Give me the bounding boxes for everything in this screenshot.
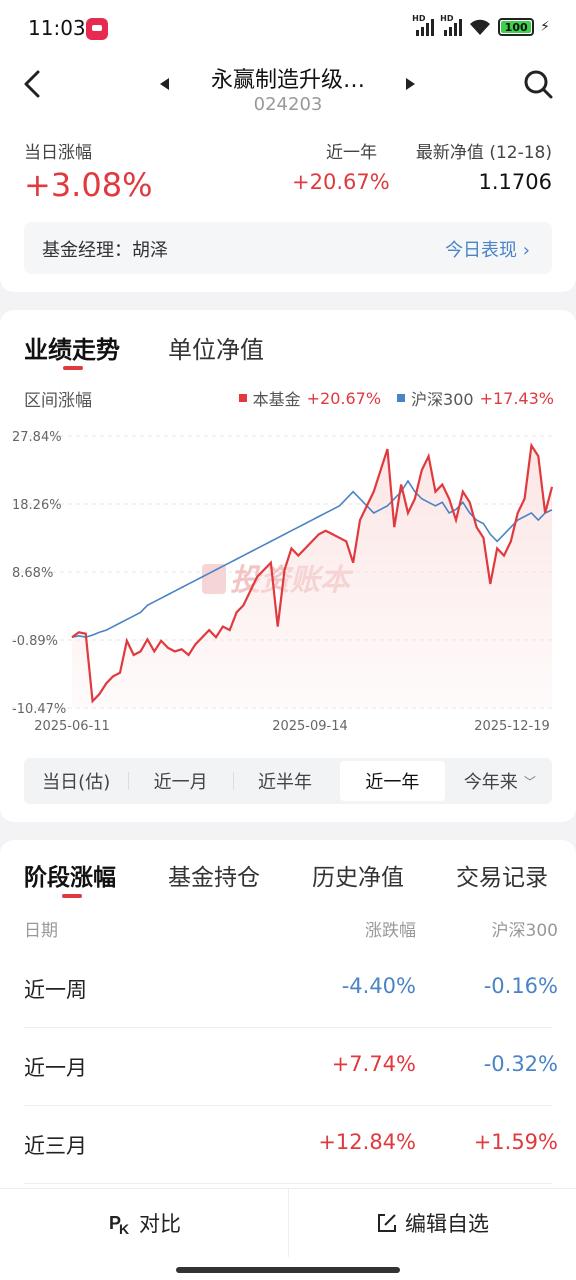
today-performance-link[interactable]: 今日表现 › xyxy=(445,236,530,262)
signal-icon-1: HD xyxy=(412,14,435,36)
search-button[interactable] xyxy=(522,68,554,100)
battery-level: 100 xyxy=(504,20,528,34)
stage-tab-indicator xyxy=(62,894,82,898)
stage-returns-card: 阶段涨幅 基金持仓 历史净值 交易记录 日期 涨跌幅 沪深300 近一周 -4.4… xyxy=(0,840,576,1190)
y-tick-label: 8.68% xyxy=(12,566,53,581)
row-change: +12.84% xyxy=(318,1130,416,1154)
status-time: 11:03 xyxy=(28,16,86,40)
legend-fund-name: 本基金 xyxy=(252,390,301,409)
app-notification-icon xyxy=(86,18,108,40)
manager-label: 基金经理：胡泽 xyxy=(42,240,168,261)
year-return-value: +20.67% xyxy=(292,170,390,194)
legend-index-value: +17.43% xyxy=(479,388,554,408)
hd-label: HD xyxy=(440,14,454,23)
table-row[interactable]: 近一月 +7.74% -0.32% xyxy=(24,1028,558,1106)
watermark-logo-icon xyxy=(202,564,226,594)
bottom-divider xyxy=(288,1189,289,1257)
tab-unit-nav[interactable]: 单位净值 xyxy=(168,336,264,364)
tab-performance[interactable]: 业绩走势 xyxy=(24,336,120,364)
signal-icon-2: HD xyxy=(440,14,463,36)
back-button[interactable] xyxy=(18,66,50,102)
edit-watchlist-button[interactable]: 编辑自选 xyxy=(288,1189,576,1257)
y-tick-label: -10.47% xyxy=(12,702,66,717)
legend-fund-marker xyxy=(238,394,247,402)
wifi-icon xyxy=(468,18,492,36)
status-bar: 11:03 HD HD 100 ⚡ xyxy=(0,0,576,56)
row-index: -0.16% xyxy=(483,974,558,998)
status-icons: HD HD 100 ⚡ xyxy=(412,14,550,36)
period-option[interactable]: 近一年 xyxy=(340,761,445,801)
day-change-label: 当日涨幅 xyxy=(24,143,92,163)
performance-chart[interactable]: 27.84%18.26%8.68%-0.89%-10.47%投资账本2025-0… xyxy=(0,420,576,740)
row-period: 近三月 xyxy=(24,1134,87,1158)
chart-card: 业绩走势 单位净值 区间涨幅 本基金 +20.67% 沪深300 +17.43%… xyxy=(0,310,576,822)
chart-legend: 本基金 +20.67% 沪深300 +17.43% xyxy=(238,386,554,410)
nav-label: 最新净值 (12-18) xyxy=(415,143,552,163)
row-index: -0.32% xyxy=(483,1052,558,1076)
table-row[interactable]: 近一周 -4.40% -0.16% xyxy=(24,950,558,1028)
svg-text:P: P xyxy=(109,1213,121,1233)
chevron-down-icon: ﹀ xyxy=(523,774,536,789)
x-tick-label: 2025-12-19 xyxy=(474,719,550,734)
range-label: 区间涨幅 xyxy=(24,391,92,411)
fund-code: 024203 xyxy=(253,94,323,115)
period-selector: 当日(估) 近一月 近半年 近一年 今年来 ﹀ xyxy=(24,758,552,804)
y-tick-label: -0.89% xyxy=(12,634,58,649)
index-series-line xyxy=(71,479,553,639)
row-index: +1.59% xyxy=(473,1130,558,1154)
back-arrow-icon xyxy=(24,70,40,98)
compare-button[interactable]: P K 对比 xyxy=(0,1189,288,1257)
col-index: 沪深300 xyxy=(491,921,558,941)
y-tick-label: 18.26% xyxy=(12,498,62,513)
hd-label: HD xyxy=(412,14,426,23)
fund-summary: 当日涨幅 +3.08% 近一年 +20.67% 最新净值 (12-18) 1.1… xyxy=(0,130,576,292)
period-option[interactable]: 今年来 ﹀ xyxy=(463,772,536,793)
next-fund-icon[interactable] xyxy=(406,78,415,90)
tab-active-indicator xyxy=(63,366,83,370)
row-period: 近一月 xyxy=(24,1056,87,1080)
svg-text:K: K xyxy=(119,1221,129,1235)
edit-watchlist-label: 编辑自选 xyxy=(405,1212,489,1236)
legend-fund-value: +20.67% xyxy=(306,388,382,408)
header: 永赢制造升级… 024203 xyxy=(0,56,576,130)
tab-trade-records[interactable]: 交易记录 xyxy=(456,865,548,891)
nav-value: 1.1706 xyxy=(478,170,552,194)
fund-name: 永赢制造升级… xyxy=(210,68,365,93)
bottom-bar: P K 对比 编辑自选 xyxy=(0,1188,576,1280)
home-indicator xyxy=(176,1267,400,1273)
period-option[interactable]: 近一月 xyxy=(128,758,232,804)
col-date: 日期 xyxy=(24,921,58,941)
period-option[interactable]: 近半年 xyxy=(232,758,337,804)
edit-icon xyxy=(378,1214,396,1232)
table-row[interactable]: 近三月 +12.84% +1.59% xyxy=(24,1106,558,1184)
tab-stage-returns[interactable]: 阶段涨幅 xyxy=(24,865,116,891)
year-return-label: 近一年 xyxy=(326,143,377,163)
row-change: -4.40% xyxy=(341,974,416,998)
search-icon xyxy=(524,70,553,99)
period-option[interactable]: 当日(估) xyxy=(42,772,111,793)
row-change: +7.74% xyxy=(331,1052,416,1076)
fund-series-line xyxy=(71,442,554,704)
compare-label: 对比 xyxy=(139,1212,181,1236)
col-change: 涨跌幅 xyxy=(365,921,416,941)
pk-icon: P K xyxy=(109,1213,129,1235)
y-tick-label: 27.84% xyxy=(12,430,62,445)
tab-history-nav[interactable]: 历史净值 xyxy=(312,865,404,891)
day-change-value: +3.08% xyxy=(24,166,153,204)
x-tick-label: 2025-09-14 xyxy=(272,719,348,734)
battery-icon: 100 xyxy=(498,18,535,36)
today-performance-label: 今日表现 xyxy=(445,240,518,261)
row-period: 近一周 xyxy=(24,978,87,1002)
x-tick-label: 2025-06-11 xyxy=(34,719,110,734)
fund-area-fill xyxy=(72,445,552,708)
tab-holdings[interactable]: 基金持仓 xyxy=(168,865,260,891)
charging-icon: ⚡ xyxy=(540,19,550,35)
manager-box[interactable]: 基金经理：胡泽 今日表现 › xyxy=(24,222,552,274)
chevron-right-icon: › xyxy=(522,240,530,261)
previous-fund-icon[interactable] xyxy=(160,78,169,90)
legend-index-name: 沪深300 xyxy=(411,390,474,409)
legend-index-marker xyxy=(397,394,406,402)
